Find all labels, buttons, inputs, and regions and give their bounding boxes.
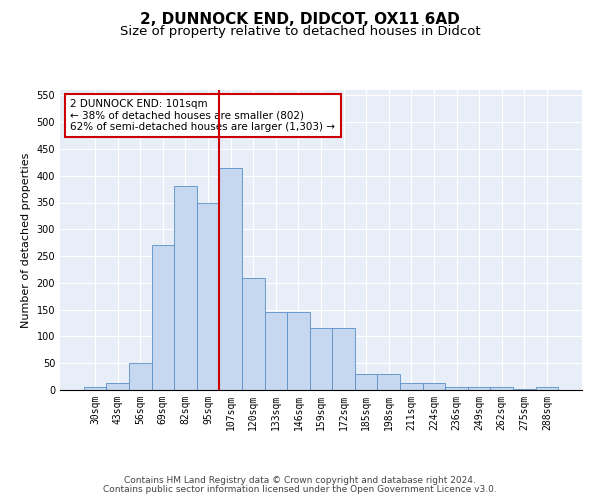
Bar <box>355 374 377 390</box>
Bar <box>490 388 513 390</box>
Bar <box>310 328 332 390</box>
Bar <box>242 278 265 390</box>
Text: Contains public sector information licensed under the Open Government Licence v3: Contains public sector information licen… <box>103 484 497 494</box>
Text: Size of property relative to detached houses in Didcot: Size of property relative to detached ho… <box>119 25 481 38</box>
Text: Contains HM Land Registry data © Crown copyright and database right 2024.: Contains HM Land Registry data © Crown c… <box>124 476 476 485</box>
Bar <box>513 389 536 390</box>
Bar <box>332 328 355 390</box>
Bar <box>197 202 220 390</box>
Bar <box>152 246 174 390</box>
Bar <box>445 388 468 390</box>
Text: 2, DUNNOCK END, DIDCOT, OX11 6AD: 2, DUNNOCK END, DIDCOT, OX11 6AD <box>140 12 460 28</box>
Y-axis label: Number of detached properties: Number of detached properties <box>21 152 31 328</box>
Bar <box>377 374 400 390</box>
Bar <box>400 383 422 390</box>
Bar <box>106 383 129 390</box>
Bar <box>422 383 445 390</box>
Bar <box>468 388 490 390</box>
Bar <box>174 186 197 390</box>
Bar <box>287 312 310 390</box>
Bar <box>84 388 106 390</box>
Bar <box>220 168 242 390</box>
Bar <box>265 312 287 390</box>
Bar <box>536 388 558 390</box>
Bar <box>129 363 152 390</box>
Text: 2 DUNNOCK END: 101sqm
← 38% of detached houses are smaller (802)
62% of semi-det: 2 DUNNOCK END: 101sqm ← 38% of detached … <box>70 99 335 132</box>
